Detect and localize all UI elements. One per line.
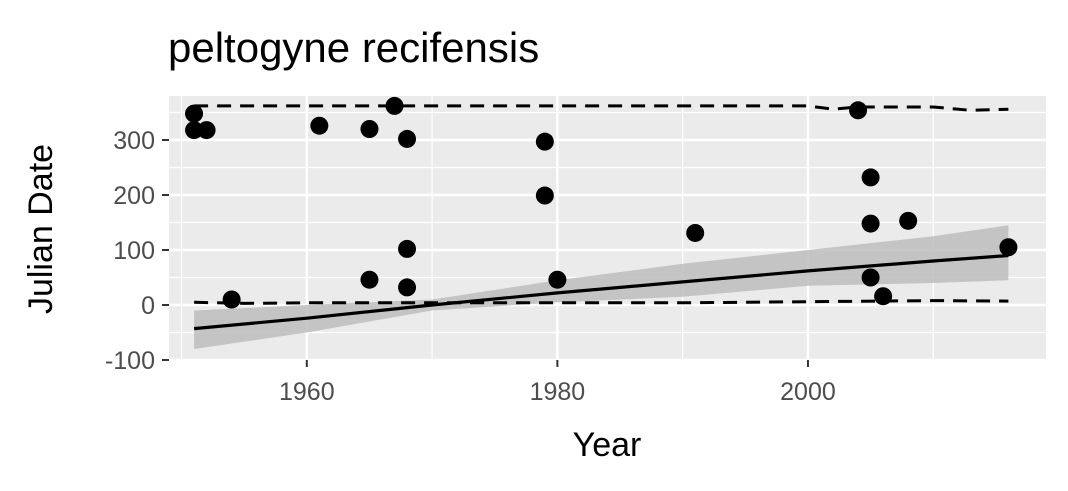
- data-point: [398, 278, 417, 297]
- y-tick-label: -100: [105, 347, 155, 375]
- data-point: [398, 129, 417, 148]
- data-point: [874, 287, 893, 306]
- data-point: [535, 186, 554, 205]
- data-point: [686, 223, 705, 242]
- chart-title: peltogyne recifensis: [168, 24, 539, 71]
- data-point: [899, 211, 918, 230]
- data-point: [999, 238, 1018, 257]
- data-point: [197, 121, 216, 140]
- x-tick-label: 2000: [780, 378, 836, 406]
- trend-line: [193, 253, 1009, 331]
- x-tick-label: 1960: [279, 378, 335, 406]
- grid-lines: [169, 96, 1046, 362]
- x-axis: 1960 1980 2000: [279, 360, 836, 406]
- data-point: [861, 168, 880, 187]
- data-point: [861, 268, 880, 287]
- data-point: [222, 290, 241, 309]
- data-point: [310, 116, 329, 135]
- data-point: [849, 101, 868, 120]
- data-point: [360, 270, 379, 289]
- x-axis-title: Year: [573, 426, 642, 464]
- data-point: [398, 239, 417, 258]
- data-point: [861, 214, 880, 233]
- y-tick-label: 200: [113, 182, 155, 210]
- confidence-band: [194, 225, 1009, 349]
- y-axis-title: Julian Date: [22, 144, 60, 314]
- x-tick-label: 1980: [530, 378, 586, 406]
- lower-dashed-line: [194, 299, 1009, 305]
- y-tick-label: 0: [141, 292, 155, 320]
- y-axis: -100 0 100 200 300: [105, 127, 169, 375]
- data-point: [385, 96, 404, 115]
- data-points: [185, 96, 1018, 309]
- y-tick-label: 100: [113, 237, 155, 265]
- y-tick-label: 300: [113, 127, 155, 155]
- data-point: [185, 121, 204, 140]
- data-point: [548, 270, 567, 289]
- data-point: [535, 132, 554, 151]
- data-point: [360, 120, 379, 138]
- data-point: [185, 104, 204, 123]
